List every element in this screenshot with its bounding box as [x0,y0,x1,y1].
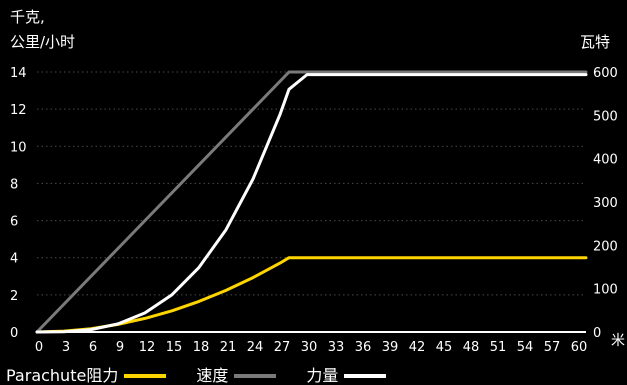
x-tick-label-60: 60 [571,340,588,355]
x-tick-label-27: 27 [274,340,291,355]
x-tick-label-54: 54 [517,340,534,355]
right-tick-label-0: 0 [593,326,601,341]
legend-item-speed: 速度 [196,366,277,385]
left-tick-label-8: 8 [10,177,18,192]
x-tick-label-9: 9 [116,340,124,355]
left-tick-label-4: 4 [10,252,18,267]
legend: Parachute阻力 速度 力量 [0,366,387,385]
right-tick-label-100: 100 [593,283,618,298]
legend-swatch-power [344,373,387,378]
left-tick-label-14: 14 [10,66,27,81]
x-tick-label-36: 36 [355,340,372,355]
series-line-2 [35,73,588,334]
x-tick-label-3: 3 [62,340,70,355]
x-tick-label-15: 15 [166,340,183,355]
right-tick-label-400: 400 [593,153,618,168]
left-tick-label-6: 6 [10,215,18,230]
x-tick-label-21: 21 [220,340,237,355]
series-line-1 [35,70,588,334]
legend-item-power: 力量 [306,366,387,385]
legend-label-speed: 速度 [196,366,229,385]
x-tick-label-33: 33 [328,340,345,355]
x-tick-label-12: 12 [139,340,156,355]
x-tick-label-57: 57 [544,340,561,355]
legend-item-drag: Parachute阻力 [6,366,167,385]
x-tick-label-51: 51 [490,340,507,355]
x-tick-label-48: 48 [463,340,480,355]
right-axis-title: 瓦特 [580,33,611,51]
right-tick-label-200: 200 [593,239,618,254]
left-tick-label-12: 12 [10,103,27,118]
x-tick-label-45: 45 [436,340,453,355]
left-tick-label-0: 0 [10,326,18,341]
x-tick-label-6: 6 [89,340,97,355]
x-axis-unit: 米 [611,333,625,349]
x-tick-label-30: 30 [301,340,318,355]
x-tick-label-0: 0 [35,340,43,355]
x-tick-label-42: 42 [409,340,426,355]
left-tick-label-2: 2 [10,289,18,304]
legend-label-drag: Parachute阻力 [6,366,119,385]
x-tick-label-24: 24 [247,340,264,355]
left-tick-label-10: 10 [10,140,27,155]
legend-swatch-speed [234,373,277,378]
x-tick-label-18: 18 [193,340,210,355]
left-axis-title-line2: 公里/小时 [10,33,76,51]
right-tick-label-600: 600 [593,66,618,81]
right-tick-label-500: 500 [593,109,618,124]
right-tick-label-300: 300 [593,196,618,211]
x-tick-label-39: 39 [382,340,399,355]
left-axis-title-line1: 千克, [10,8,45,26]
legend-swatch-drag [124,373,167,378]
legend-label-power: 力量 [306,366,339,385]
